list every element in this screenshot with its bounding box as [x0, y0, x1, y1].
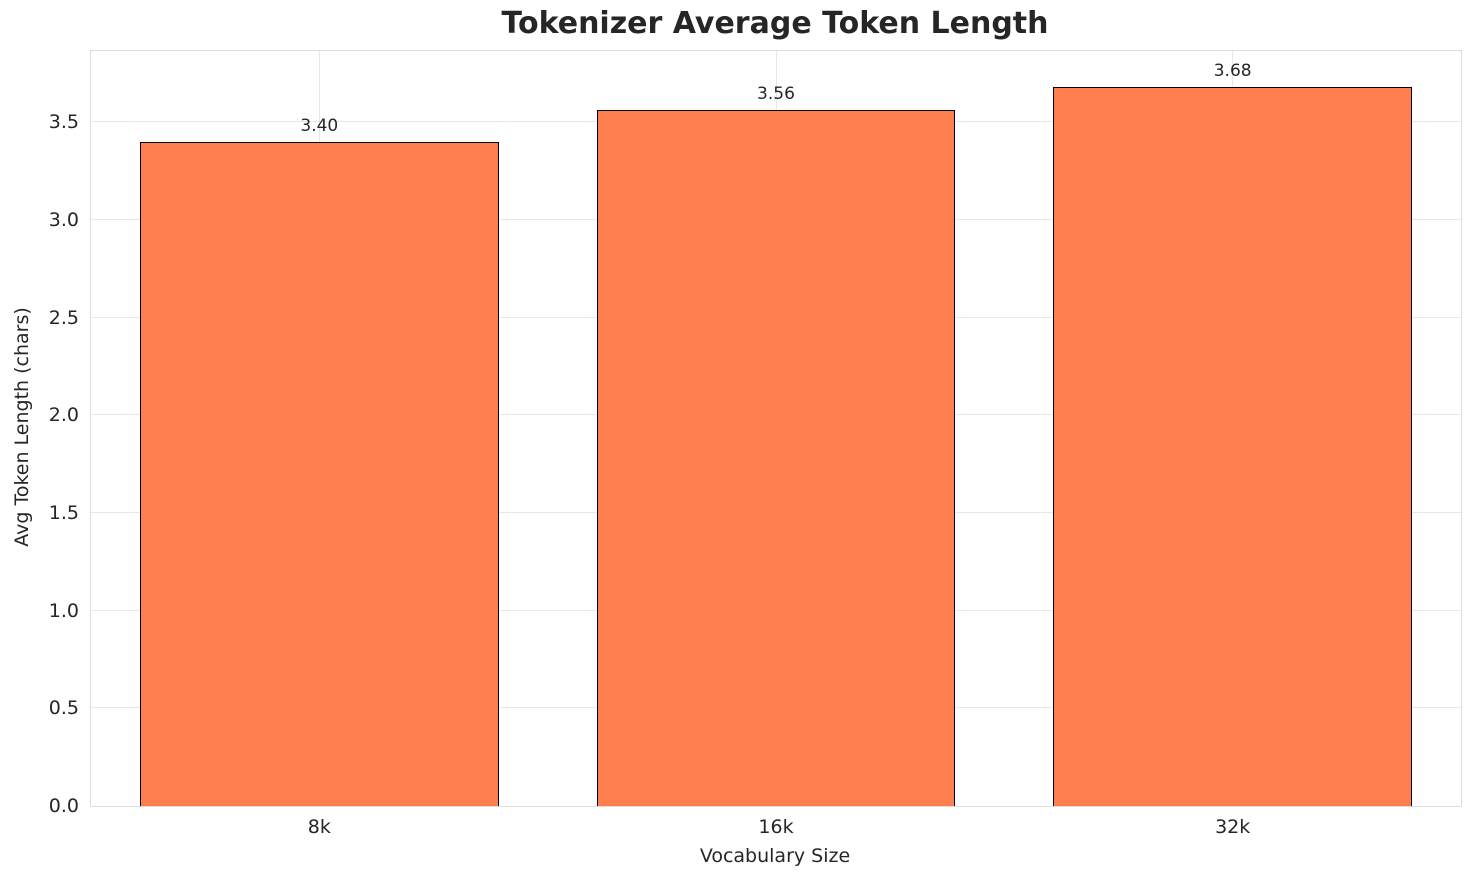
x-axis-label: Vocabulary Size — [699, 845, 851, 867]
x-tick-label: 32k — [1215, 816, 1251, 838]
y-tick-label: 2.0 — [48, 404, 79, 427]
x-tick-label: 8k — [307, 816, 331, 838]
y-tick-label: 0.5 — [48, 697, 79, 720]
bar-16k — [596, 110, 956, 806]
y-axis-label: Avg Token Length (chars) — [11, 307, 33, 547]
y-tick-label: 2.5 — [48, 306, 79, 329]
chart-title: Tokenizer Average Token Length — [501, 6, 1049, 41]
bar-value-label: 3.56 — [757, 84, 795, 105]
bar-8k — [140, 141, 499, 806]
plot-area: 0.0 0.5 1.0 1.5 2.0 2.5 3.0 3.5 3.40 8k 3.56 16k 3.6… — [49, 50, 1462, 838]
y-tick-label: 3.0 — [48, 208, 79, 231]
bar-value-label: 3.40 — [300, 115, 339, 136]
y-tick-label: 0.0 — [48, 795, 79, 817]
y-tick-label: 1.5 — [48, 501, 79, 524]
y-tick-label: 3.5 — [48, 111, 79, 134]
y-tick-label: 1.0 — [48, 599, 79, 622]
bar-32k — [1053, 86, 1412, 806]
bar-value-label: 3.68 — [1213, 60, 1252, 81]
x-tick-label: 16k — [758, 816, 794, 838]
